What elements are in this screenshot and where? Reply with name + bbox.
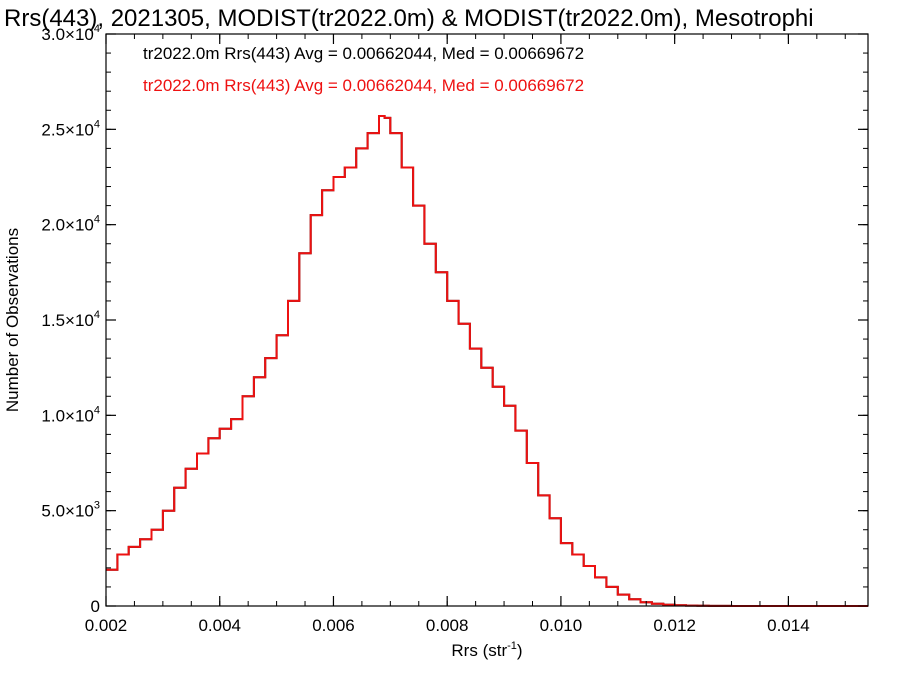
x-axis: 0.002 0.004 0.006 0.008 0.010 0.012 0.014 [85,34,846,635]
y-tick-label: 2.5×104 [41,118,100,139]
x-tick-label: 0.014 [767,616,810,635]
x-axis-label-close: ) [517,641,523,660]
x-tick-label: 0.004 [198,616,241,635]
histogram-series-1 [106,115,868,607]
y-axis: 0 5.0×103 1.0×104 1.5×104 2.0×104 2.5×104 3.0×… [41,23,868,616]
annotation-red: tr2022.0m Rrs(443) Avg = 0.00662044, Med… [143,76,584,95]
y-tick-label: 1.0×104 [41,404,100,425]
x-tick-label: 0.012 [653,616,696,635]
histogram-series-0 [106,115,868,607]
y-tick-label: 1.5×104 [41,309,100,330]
chart-title: Rrs(443), 2021305, MODIST(tr2022.0m) & M… [4,5,814,32]
y-tick-label: 3.0×104 [41,23,100,44]
x-tick-label: 0.008 [426,616,469,635]
y-tick-label: 0 [91,597,100,616]
x-axis-label: Rrs (str-1) [451,640,522,660]
y-tick-label: 5.0×103 [41,500,100,521]
plot-frame [105,33,869,607]
x-axis-label-sup: -1 [507,640,517,652]
y-tick-label: 2.0×104 [41,214,100,235]
x-tick-label: 0.010 [540,616,583,635]
x-tick-label: 0.006 [312,616,355,635]
y-axis-label: Number of Observations [3,228,22,412]
annotation-black: tr2022.0m Rrs(443) Avg = 0.00662044, Med… [143,44,584,63]
series-layer [106,115,868,607]
x-axis-label-text: Rrs (str [451,641,507,660]
x-tick-label: 0.002 [85,616,128,635]
